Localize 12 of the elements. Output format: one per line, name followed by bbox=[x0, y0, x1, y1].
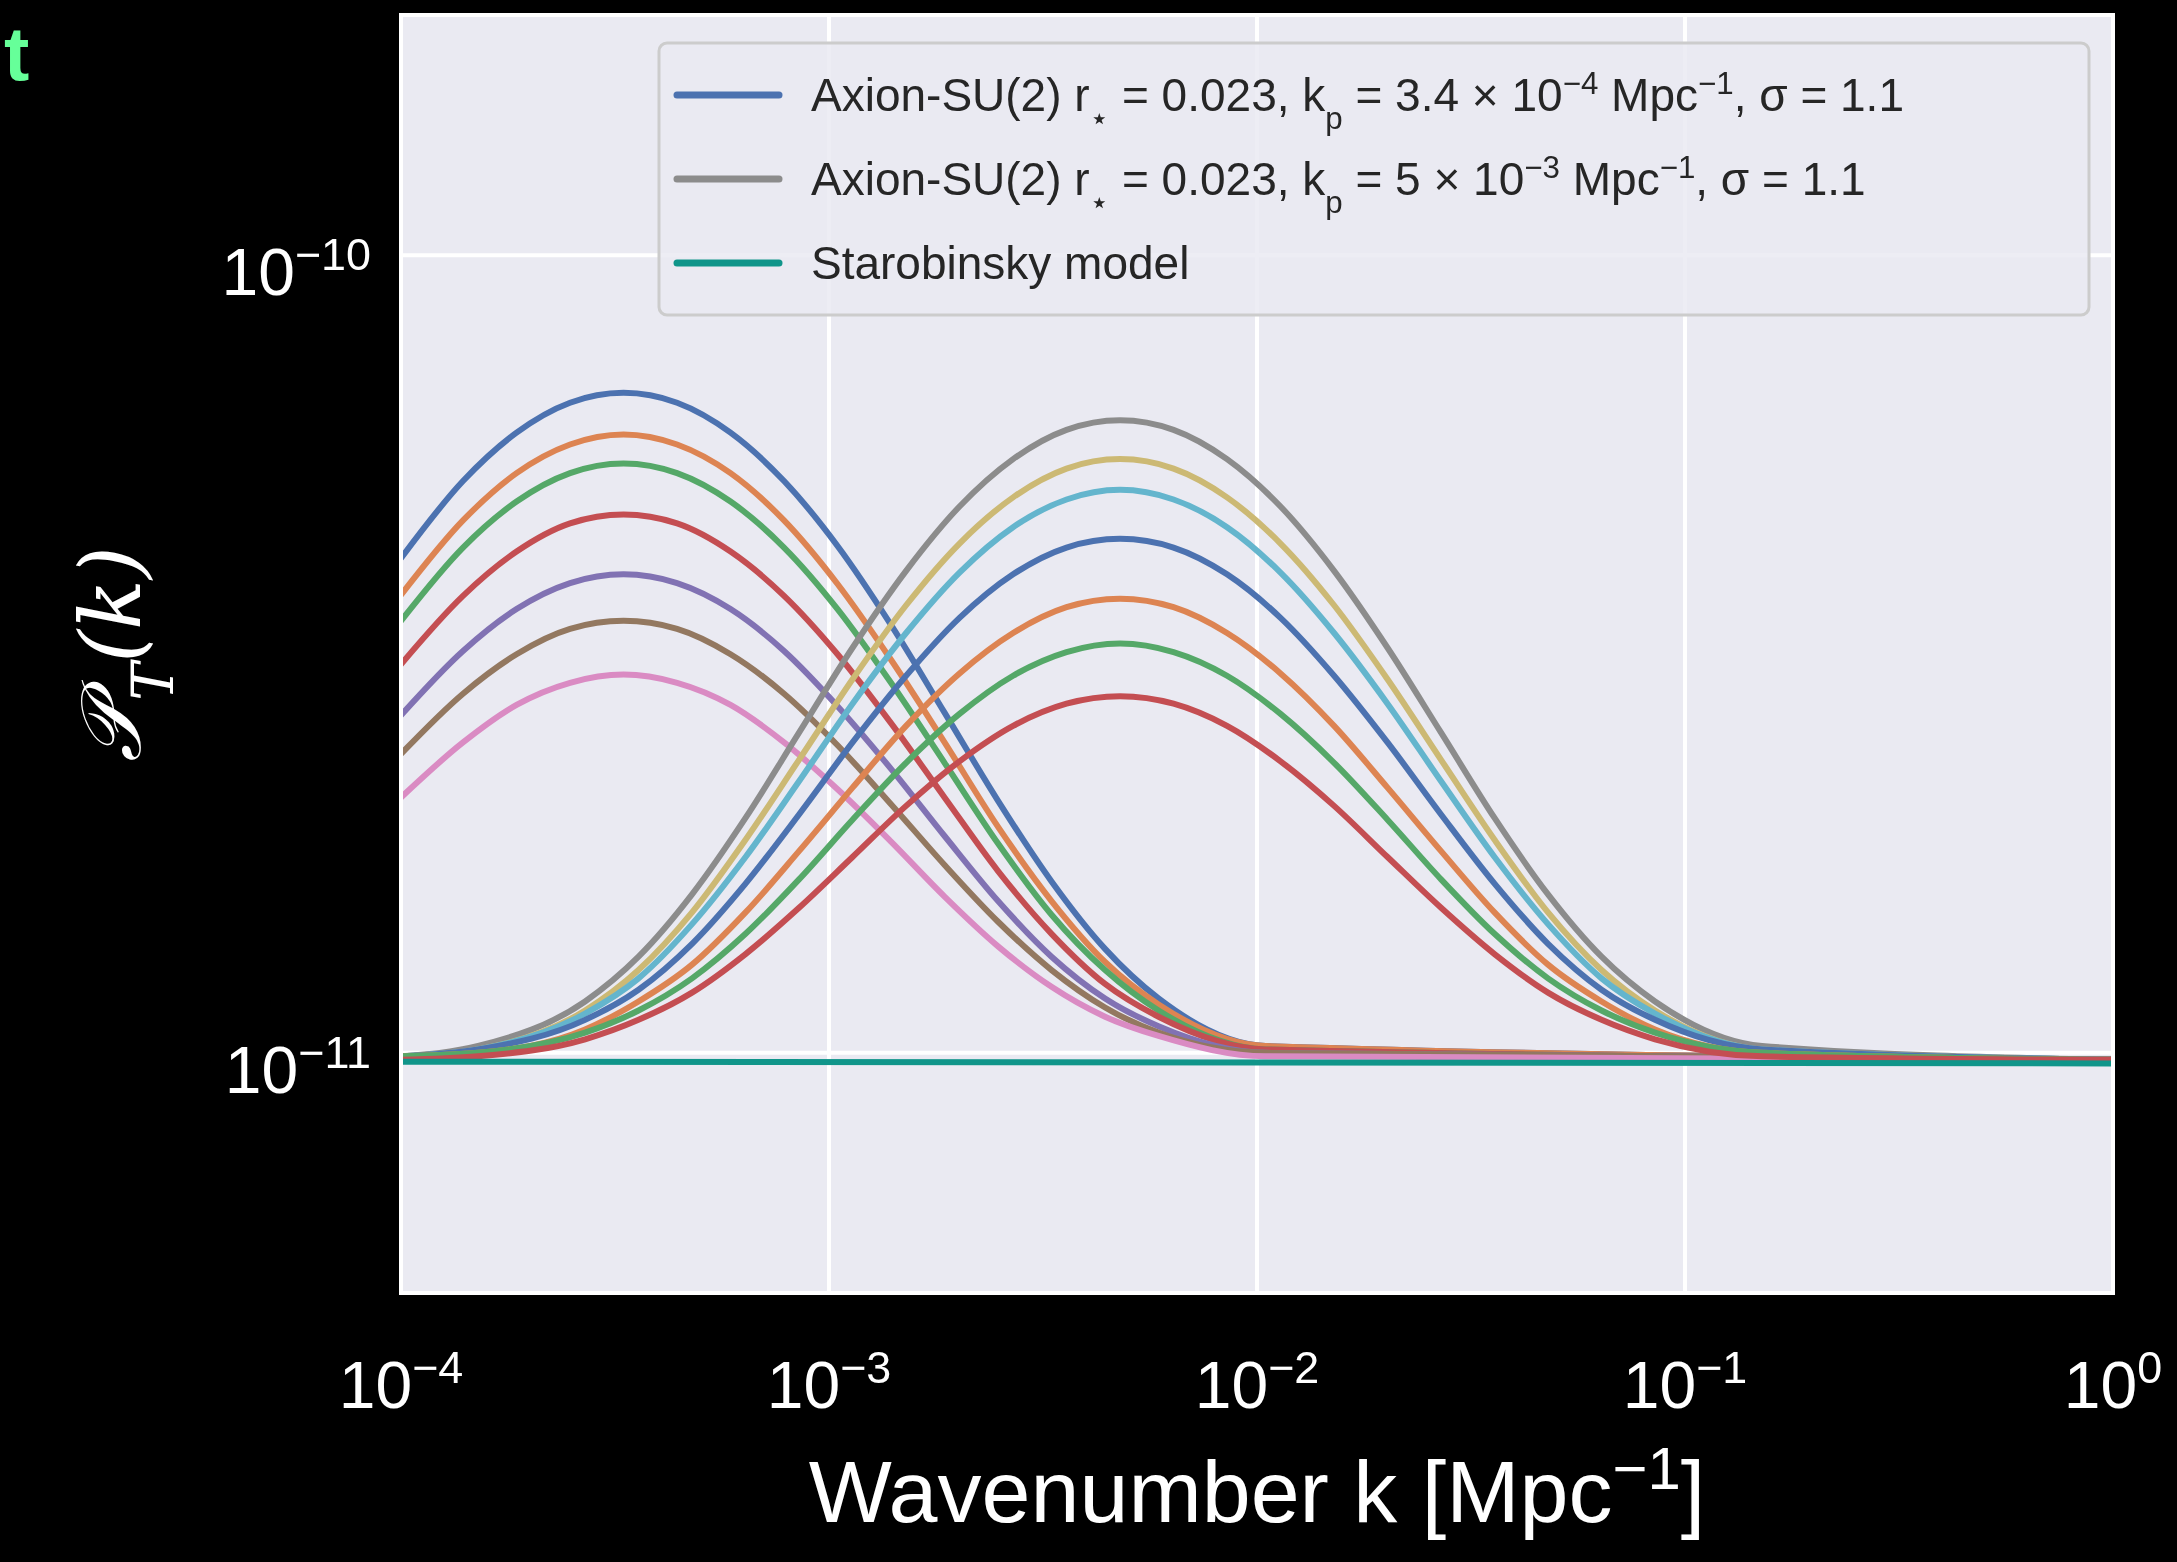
x-axis-title: Wavenumber k [Mpc$^{−1}$] bbox=[808, 1434, 1706, 1541]
y-tick-label: 10$^{−10}$ bbox=[221, 228, 371, 310]
x-tick-label: 10$^{−2}$ bbox=[1194, 1341, 1320, 1422]
x-tick-label: 10$^{−3}$ bbox=[766, 1341, 892, 1422]
text: Axion-SU(2) r$_{⋆}$ = 0.023, k$_{p}$ = 3.4 × 10$^{−4}$ Mpc$^{−1}$, σ = 1.1 bbox=[811, 65, 1904, 136]
x-tick-label: 10$^{0}$ bbox=[2063, 1341, 2163, 1422]
legend-label: Starobinsky model bbox=[811, 237, 1190, 289]
y-tick-label: 10$^{−11}$ bbox=[224, 1026, 371, 1107]
x-tick-label: 10$^{−4}$ bbox=[338, 1341, 464, 1422]
text: Axion-SU(2) r$_{⋆}$ = 0.023, k$_{p}$ = 5 × 10$^{−3}$ Mpc$^{−1}$, σ = 1.1 bbox=[811, 149, 1866, 220]
text: t bbox=[4, 11, 30, 96]
x-tick-label: 10$^{−1}$ bbox=[1622, 1341, 1748, 1422]
